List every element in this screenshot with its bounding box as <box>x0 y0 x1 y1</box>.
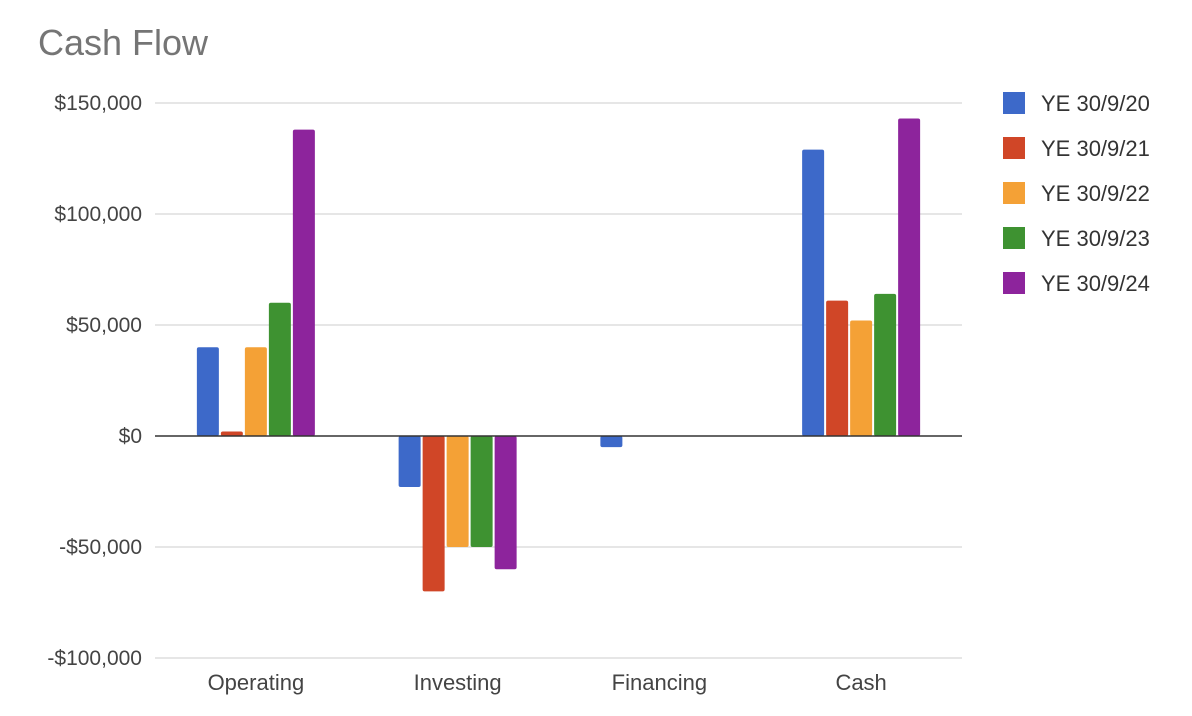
y-tick-label: -$100,000 <box>47 647 142 670</box>
legend-swatch <box>1003 92 1025 114</box>
x-category-label: Investing <box>414 670 502 695</box>
bar <box>292 129 315 436</box>
bar <box>600 436 623 448</box>
legend: YE 30/9/20 YE 30/9/21 YE 30/9/22 YE 30/9/23… <box>1003 91 1150 296</box>
y-tick-label: $0 <box>119 425 142 448</box>
bar <box>898 118 921 436</box>
bar <box>422 436 445 592</box>
bar <box>220 431 243 436</box>
x-category-label: Operating <box>208 670 305 695</box>
x-category-label: Financing <box>612 670 707 695</box>
bar <box>494 436 517 570</box>
chart-title: Cash Flow <box>38 22 209 63</box>
bar <box>398 436 421 488</box>
legend-swatch <box>1003 272 1025 294</box>
bar <box>850 320 873 436</box>
bar <box>244 347 267 436</box>
bars <box>196 118 921 592</box>
legend-label: YE 30/9/22 <box>1041 181 1150 206</box>
y-tick-label: $100,000 <box>54 203 142 226</box>
axes: $150,000 $100,000 $50,000 $0 -$50,000 -$100,0… <box>47 92 962 695</box>
legend-label: YE 30/9/20 <box>1041 91 1150 116</box>
legend-label: YE 30/9/21 <box>1041 136 1150 161</box>
bar <box>874 293 897 436</box>
bar <box>196 347 219 436</box>
bar <box>470 436 493 547</box>
legend-swatch <box>1003 182 1025 204</box>
bar <box>826 300 849 436</box>
bar <box>802 149 825 436</box>
legend-swatch <box>1003 137 1025 159</box>
bar <box>268 302 291 436</box>
x-category-label: Cash <box>835 670 886 695</box>
legend-label: YE 30/9/23 <box>1041 226 1150 251</box>
legend-label: YE 30/9/24 <box>1041 271 1150 296</box>
y-tick-label: -$50,000 <box>59 536 142 559</box>
y-tick-label: $150,000 <box>54 92 142 115</box>
bar <box>446 436 469 547</box>
y-tick-label: $50,000 <box>66 314 142 337</box>
legend-swatch <box>1003 227 1025 249</box>
